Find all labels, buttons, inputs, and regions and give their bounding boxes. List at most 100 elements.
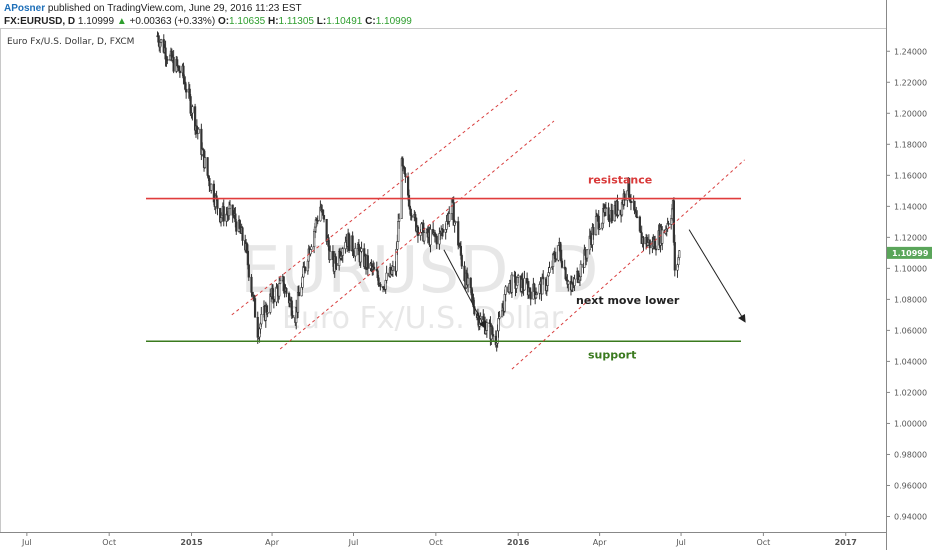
last-price-tag: [887, 246, 932, 259]
symbol-line: FX:EURUSD, D 1.10999 ▲ +0.00363 (+0.33%)…: [4, 15, 412, 28]
candle-body: [469, 277, 472, 289]
publish-line: APosner published on TradingView.com, Ju…: [4, 2, 412, 15]
candle-body: [206, 157, 209, 176]
close-value: 1.10999: [375, 16, 412, 27]
price-tick-label: 0.98000: [894, 450, 927, 459]
candle-body: [322, 215, 326, 220]
candle-body: [302, 266, 305, 278]
candle-body: [235, 221, 238, 232]
candle-body: [272, 298, 275, 303]
price-tick-label: 0.94000: [894, 512, 927, 521]
price-tick-label: 1.24000: [894, 47, 927, 56]
candle-body: [598, 227, 601, 230]
candle-body: [347, 233, 351, 252]
candle-body: [534, 294, 538, 299]
candle-body: [241, 227, 244, 241]
candle-body: [354, 248, 357, 257]
candle-body: [617, 209, 620, 216]
candle-body: [329, 251, 332, 260]
time-tick-label: Jul: [348, 538, 359, 547]
candles-layer: [156, 31, 681, 352]
channel-trendline: [511, 159, 745, 370]
candle-body: [654, 248, 658, 251]
candle-body: [310, 246, 313, 250]
description-watermark: Euro Fx/U.S. Dollar: [282, 301, 564, 336]
candle-body: [166, 59, 169, 61]
price-tick-label: 1.16000: [894, 171, 927, 180]
candle-body: [228, 204, 232, 210]
candle-body: [416, 226, 420, 236]
time-tick-label: Apr: [593, 538, 608, 547]
price-tick-label: 1.10000: [894, 264, 927, 273]
candle-body: [297, 292, 301, 297]
time-tick-label: 2015: [180, 538, 203, 547]
arrow-down-1: [443, 249, 487, 330]
candle-body: [266, 312, 269, 314]
candle-body: [661, 229, 664, 244]
price-tick-label: 1.18000: [894, 140, 927, 149]
time-tick-label: Oct: [429, 538, 443, 547]
candle-body: [321, 209, 325, 216]
candle-body: [441, 229, 445, 233]
candle-body: [304, 266, 307, 272]
candle-body: [592, 227, 595, 236]
candle-body: [250, 276, 253, 293]
candle-body: [611, 210, 614, 222]
change-value: +0.00363 (+0.33%): [129, 16, 216, 27]
candle-body: [429, 229, 432, 246]
watermark-layer: EURUSD, D Euro Fx/U.S. Dollar: [240, 234, 598, 336]
author-name[interactable]: APosner: [4, 3, 46, 14]
candle-body: [351, 235, 354, 252]
candle-body: [341, 248, 344, 256]
candle-body: [457, 221, 460, 246]
candle-body: [567, 281, 570, 285]
candle-body: [648, 239, 651, 249]
candle-body: [515, 284, 518, 289]
price-tick-label: 1.14000: [894, 202, 927, 211]
last-price-value: 1.10999: [77, 16, 115, 27]
candle-body: [246, 250, 250, 266]
time-tick-label: 2016: [507, 538, 530, 547]
candle-body: [510, 274, 514, 293]
candle-body: [492, 334, 495, 337]
open-value: 1.10635: [229, 16, 266, 27]
price-tick-label: 1.00000: [894, 419, 927, 428]
candle-body: [203, 157, 207, 168]
candle-body: [579, 263, 582, 278]
up-arrow-icon: ▲: [116, 16, 127, 27]
candle-body: [638, 216, 641, 232]
candle-body: [301, 276, 304, 288]
candle-body: [504, 286, 507, 295]
candle-body: [560, 260, 564, 268]
candle-body: [178, 70, 181, 74]
candle-body: [546, 275, 549, 286]
publish-info: published on TradingView.com, June 29, 2…: [47, 3, 302, 14]
candle-body: [278, 283, 281, 297]
price-tick-label: 1.22000: [894, 78, 927, 87]
candle-body: [398, 217, 401, 222]
candle-body: [404, 173, 407, 177]
open-label: O:: [217, 16, 230, 27]
candle-body: [498, 316, 501, 319]
next-move-lower-label: next move lower: [576, 294, 680, 307]
candle-body: [216, 198, 219, 209]
time-tick-label: 2017: [835, 538, 857, 547]
candle-body: [678, 250, 681, 258]
candle-body: [548, 267, 551, 273]
price-tick-label: 1.02000: [894, 388, 927, 397]
candle-body: [533, 283, 536, 293]
candle-body: [629, 200, 633, 204]
candle-body: [497, 318, 500, 332]
candle-body: [466, 277, 470, 286]
time-tick-label: Jul: [21, 538, 32, 547]
candle-body: [335, 263, 338, 266]
candle-body: [360, 248, 363, 252]
candle-body: [585, 249, 589, 259]
symbol-label: FX:EURUSD, D: [4, 16, 76, 27]
candle-body: [372, 266, 376, 270]
price-tick-label: 1.12000: [894, 233, 927, 242]
candle-body: [642, 237, 645, 245]
candle-body: [460, 255, 463, 267]
series-title: Euro Fx/U.S. Dollar, D, FXCM: [7, 37, 134, 47]
